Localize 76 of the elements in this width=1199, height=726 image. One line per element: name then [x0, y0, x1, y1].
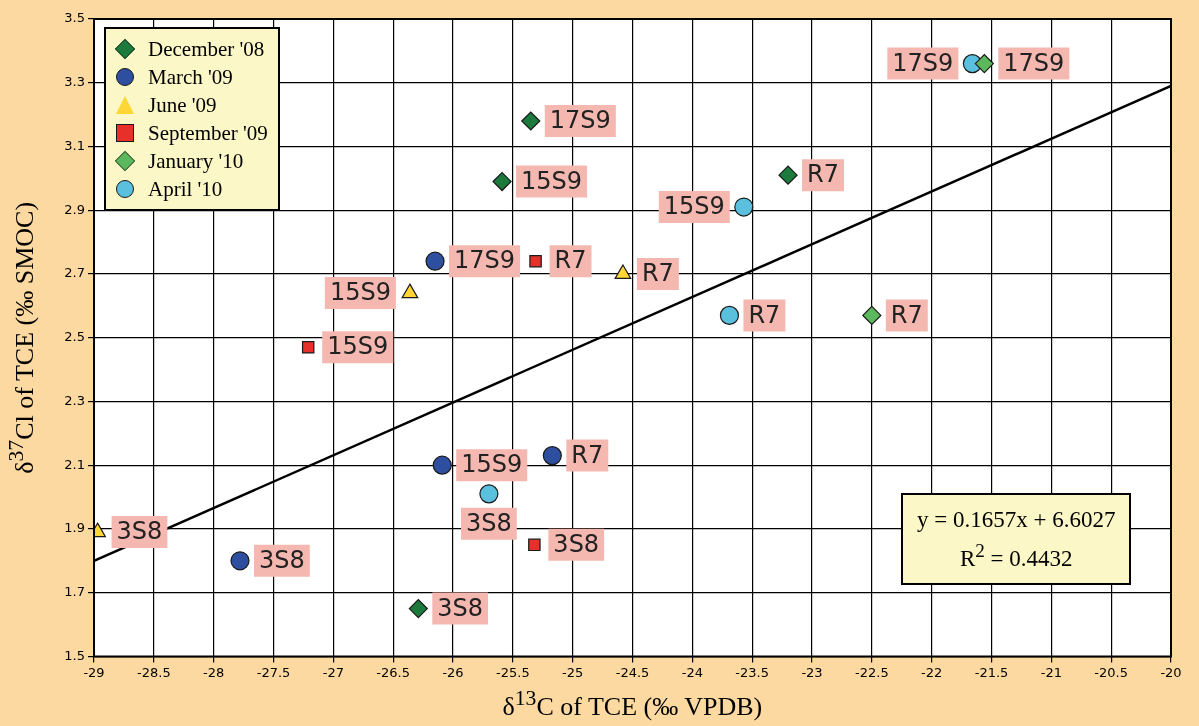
- x-tick-label: -23: [801, 664, 823, 680]
- point: [521, 111, 541, 131]
- x-tick-label: -26.5: [376, 664, 410, 680]
- legend-label: June '09: [148, 92, 217, 118]
- annotation: 3S8: [553, 530, 600, 559]
- x-tick-label: -22.5: [855, 664, 889, 680]
- point: [974, 54, 994, 74]
- point: [542, 446, 562, 466]
- annotation: R7: [890, 300, 923, 329]
- y-tick-label: 3.5: [64, 10, 85, 26]
- y-tick-label: 2.1: [64, 456, 85, 472]
- x-tick-label: -24: [681, 664, 703, 680]
- x-tick-label: -21: [1040, 664, 1062, 680]
- x-tick-label: -27.5: [256, 664, 291, 680]
- point: [719, 305, 740, 325]
- x-tick-label: -20: [1160, 664, 1182, 680]
- y-tick-label: 2.7: [64, 265, 85, 281]
- point: [432, 455, 452, 475]
- point: [408, 599, 428, 619]
- point: [492, 171, 512, 192]
- annotation: 15S9: [663, 192, 725, 221]
- y-tick-label: 3.3: [64, 74, 85, 90]
- annotation: R7: [748, 300, 781, 329]
- legend-label: September '09: [148, 120, 268, 146]
- annotation: 3S8: [116, 517, 163, 546]
- x-tick-label: -27: [322, 664, 344, 680]
- point: [614, 264, 632, 280]
- x-tick-label: -24.5: [615, 664, 650, 680]
- point: [301, 341, 315, 354]
- x-tick-label: -25: [562, 664, 584, 680]
- point: [425, 251, 445, 271]
- point: [479, 484, 499, 504]
- y-tick-label: 1.5: [64, 647, 85, 663]
- annotation: 17S9: [892, 48, 954, 77]
- point: [528, 538, 541, 552]
- x-tick-label: -25.5: [496, 664, 530, 680]
- annotation: 17S9: [1003, 48, 1065, 77]
- x-tick-label: -26: [442, 664, 464, 680]
- legend-label: March '09: [148, 64, 233, 90]
- x-tick-label: -28: [203, 664, 225, 680]
- x-tick-label: -20.5: [1094, 664, 1128, 680]
- y-tick-label: 1.7: [64, 584, 85, 600]
- y-tick-label: 2.9: [64, 201, 85, 217]
- annotation: 3S8: [437, 593, 484, 622]
- x-tick-label: -23.5: [735, 664, 769, 680]
- legend-label: January '10: [148, 148, 244, 174]
- annotation: 15S9: [521, 166, 583, 195]
- legend-label: December '08: [148, 36, 265, 62]
- annotation: 17S9: [454, 246, 516, 275]
- y-tick-label: 2.3: [64, 392, 85, 408]
- point: [734, 197, 754, 217]
- x-axis-title: δ$^{13}$C of TCE (‰ VPDB): [502, 686, 763, 723]
- y-tick-label: 3.1: [64, 137, 85, 153]
- x-tick-label: -22: [921, 664, 943, 680]
- annotation: 15S9: [461, 450, 523, 479]
- point: [529, 254, 542, 268]
- x-tick-label: -29: [83, 664, 105, 680]
- annotation: R7: [554, 246, 587, 275]
- annotation: 15S9: [327, 332, 389, 361]
- x-tick-label: -28.5: [137, 664, 171, 680]
- point: [862, 305, 882, 325]
- y-tick-label: 2.5: [64, 329, 85, 345]
- annotation: 3S8: [466, 509, 512, 538]
- annotation: R7: [571, 440, 604, 469]
- y-tick-label: 1.9: [64, 520, 85, 536]
- legend-label: April '10: [148, 176, 223, 202]
- point: [778, 165, 798, 185]
- annotation: R7: [641, 259, 674, 288]
- annotation: 3S8: [258, 546, 305, 575]
- annotation: 15S9: [329, 278, 391, 307]
- annotation: R$^{2}$ = 0.4432: [959, 539, 1073, 571]
- annotation: y = 0.1657x + 6.6027: [917, 507, 1116, 533]
- annotation: 17S9: [549, 106, 611, 135]
- annotation: R7: [807, 160, 840, 189]
- point: [230, 551, 250, 571]
- x-tick-label: -21.5: [974, 664, 1009, 680]
